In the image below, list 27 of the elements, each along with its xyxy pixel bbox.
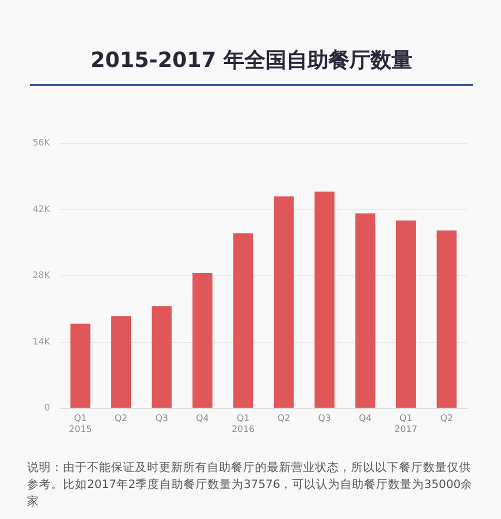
y-tick-label: 28K <box>32 271 52 282</box>
bar <box>436 230 457 408</box>
y-tick-label: 42K <box>32 204 52 215</box>
bar <box>314 192 335 408</box>
x-tick-label: Q4 <box>196 414 210 424</box>
x-tick-label: Q2 <box>277 414 290 424</box>
bar <box>192 273 212 408</box>
bar <box>396 220 416 408</box>
x-tick-label: Q1 2017 <box>394 414 418 435</box>
y-tick-label: 56K <box>32 138 52 149</box>
x-tick-label: Q4 <box>358 414 372 424</box>
chart-title: 2015-2017 年全国自助餐厅数量 <box>30 46 473 86</box>
y-tick-label: 14K <box>32 337 52 348</box>
x-tick-label: Q3 <box>318 414 331 424</box>
bar <box>355 213 376 408</box>
x-tick-label: Q2 <box>440 414 454 424</box>
x-tick-label: Q2 <box>114 414 128 424</box>
bar <box>274 196 294 408</box>
x-tick-label: Q3 <box>155 414 168 424</box>
bar <box>70 324 90 408</box>
bar <box>152 306 172 408</box>
text: 说明：由于不能保证及时更新所有自助餐厅的最新营业状态，所以以下餐厅数量仅供参考。比如2017年2季度自助餐厅数量为37576，可以认为自助餐厅数量为35000余家 <box>27 459 474 510</box>
y-tick-label: 0 <box>44 404 50 414</box>
bar <box>233 233 254 408</box>
bar <box>111 316 132 408</box>
x-tick-label: Q1 2015 <box>68 414 92 435</box>
x-tick-label: Q1 2016 <box>232 414 255 435</box>
